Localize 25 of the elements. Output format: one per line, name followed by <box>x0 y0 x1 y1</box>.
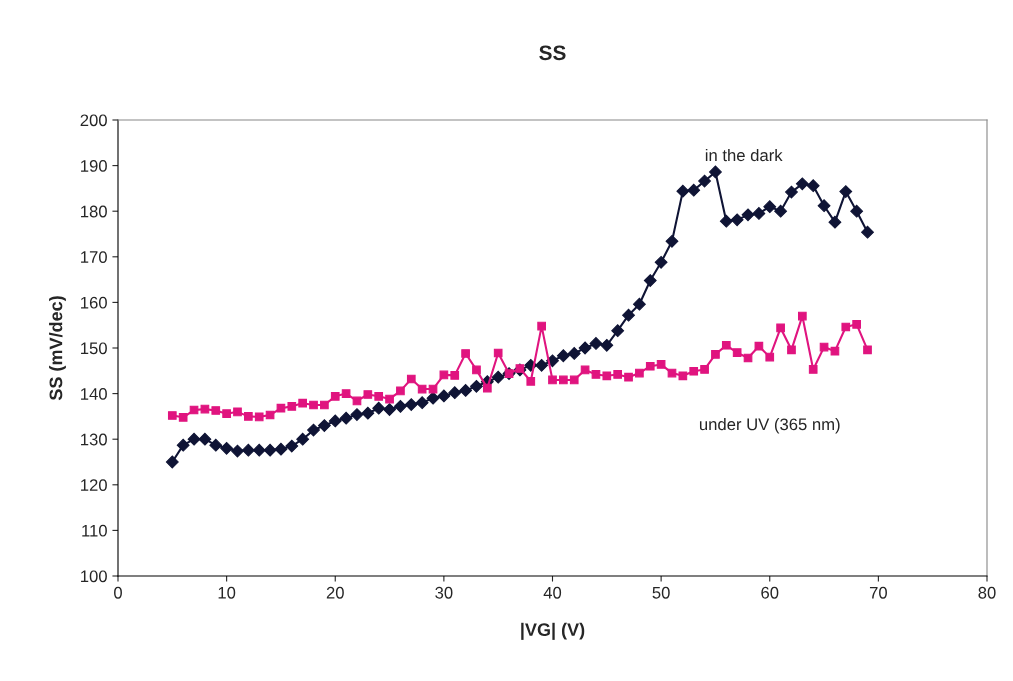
y-tick-label: 200 <box>80 114 107 127</box>
x-tick-label: 0 <box>114 586 122 599</box>
x-tick-label: 20 <box>326 586 344 599</box>
x-tick-label: 60 <box>761 586 779 599</box>
y-tick-label: 100 <box>81 570 107 583</box>
y-tick-label: 170 <box>81 251 107 263</box>
x-tick-label: 40 <box>543 586 562 599</box>
text: under UV (365 nm) <box>699 418 840 434</box>
x-axis-title: |VG| (V) <box>521 622 585 640</box>
x-tick-label: 80 <box>978 586 996 599</box>
chart-title: SS <box>539 45 566 61</box>
series-label: in the dark <box>705 148 783 162</box>
y-tick-label: 140 <box>81 388 107 400</box>
y-tick-label: 130 <box>81 433 107 446</box>
y-tick-label: 160 <box>81 296 107 309</box>
x-tick-label: 10 <box>218 586 236 599</box>
x-tick-label: 70 <box>869 586 887 599</box>
x-tick-label: 50 <box>652 586 670 599</box>
x-tick-label: 30 <box>435 586 453 599</box>
y-axis-title: SS (mV/dec) <box>49 296 66 401</box>
y-tick-label: 150 <box>81 342 107 355</box>
y-tick-label: 110 <box>82 524 107 537</box>
y-tick-label: 120 <box>81 479 107 491</box>
y-tick-label: 180 <box>81 205 107 218</box>
y-tick-label: 190 <box>81 160 107 172</box>
